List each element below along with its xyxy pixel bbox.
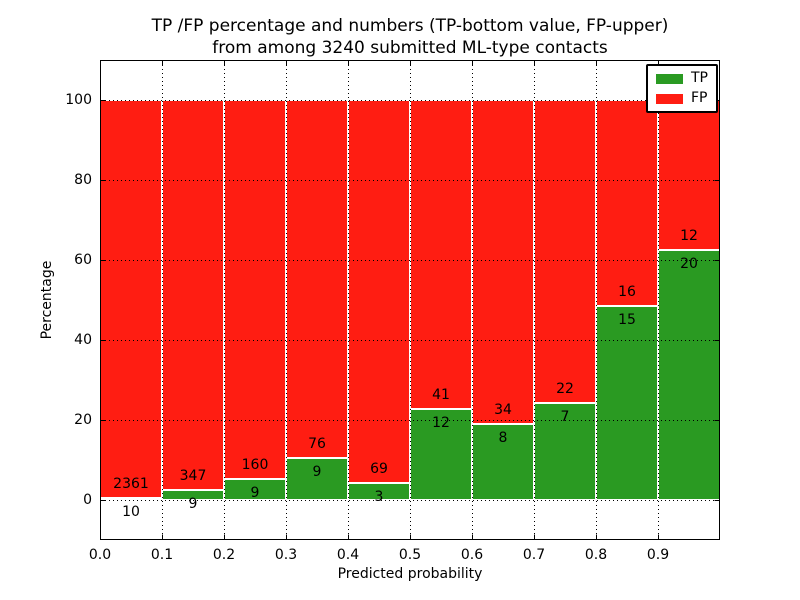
bar-fp-segment-0.5-0.6 <box>410 100 472 410</box>
tp-count-label: 15 <box>618 312 636 329</box>
legend-swatch-fp <box>656 93 683 104</box>
plot-area: 2361 10 347 9 160 9 76 9 69 3 41 12 34 8 22 7 16 15 12 20 <box>100 60 720 540</box>
bar-fp-segment-0.3-0.4 <box>286 100 348 458</box>
x-tick-label: 0.8 <box>584 547 608 563</box>
y-tick-label: 80 <box>74 172 92 188</box>
x-tick-label: 0.3 <box>274 547 298 563</box>
bar-fp-segment-0.1-0.2 <box>162 100 224 490</box>
x-tick-label: 0.4 <box>336 547 360 563</box>
fp-count-label: 160 <box>241 456 269 473</box>
fp-count-label: 76 <box>308 435 326 452</box>
tp-count-label: 9 <box>188 495 198 512</box>
bar-fp-segment-0.2-0.3 <box>224 100 286 479</box>
legend-label: FP <box>691 90 708 106</box>
x-tick-label: 0.1 <box>150 547 174 563</box>
bar-fp-segment-0.4-0.5 <box>348 100 410 484</box>
tp-count-label: 9 <box>312 463 322 480</box>
fp-count-label: 2361 <box>113 476 149 493</box>
figure-title-line1: TP /FP percentage and numbers (TP-bottom… <box>151 16 669 36</box>
x-tick-label: 0.0 <box>88 547 112 563</box>
fp-count-label: 12 <box>680 228 698 244</box>
x-axis-label: Predicted probability <box>337 566 483 582</box>
bar-fp-segment-0.0-0.1 <box>100 100 162 499</box>
x-tick-label: 0.6 <box>460 547 484 563</box>
bar-tp-segment-0.9-1.0 <box>658 250 720 500</box>
y-axis-label: Percentage <box>39 260 55 340</box>
y-tick-label: 20 <box>74 412 92 428</box>
figure-title-line2: from among 3240 submitted ML-type contac… <box>212 38 608 58</box>
bar-fp-segment-0.8-0.9 <box>596 100 658 307</box>
x-tick-label: 0.9 <box>646 547 670 563</box>
fp-count-label: 16 <box>618 284 636 301</box>
fp-count-label: 347 <box>179 467 207 484</box>
bar-fp-segment-0.6-0.7 <box>472 100 534 424</box>
tp-count-label: 9 <box>250 484 260 501</box>
legend: TP FP <box>646 64 718 113</box>
legend-swatch-tp <box>656 73 683 84</box>
x-tick-label: 0.5 <box>398 547 422 563</box>
tp-count-label: 20 <box>680 256 698 272</box>
x-tick-label: 0.7 <box>522 547 546 563</box>
fp-count-label: 34 <box>494 401 512 418</box>
tp-count-label: 3 <box>374 489 384 506</box>
fp-count-label: 69 <box>370 461 388 478</box>
legend-item-fp: FP <box>656 91 708 106</box>
y-tick-label: 0 <box>83 492 92 508</box>
y-tick-label: 60 <box>74 252 92 268</box>
y-tick-label: 40 <box>74 332 92 348</box>
fp-count-label: 22 <box>556 381 574 398</box>
legend-item-tp: TP <box>656 71 708 86</box>
y-tick-label: 100 <box>65 92 92 108</box>
bar-tp-segment-0.8-0.9 <box>596 306 658 500</box>
fp-count-label: 41 <box>432 387 450 404</box>
bar-fp-segment-0.7-0.8 <box>534 100 596 404</box>
tp-count-label: 7 <box>560 409 570 426</box>
bar-tp-segment-0.0-0.1 <box>100 498 162 501</box>
tp-count-label: 10 <box>122 504 140 521</box>
x-tick-label: 0.2 <box>212 547 236 563</box>
tp-count-label: 12 <box>432 415 450 432</box>
tp-count-label: 8 <box>498 429 508 446</box>
legend-label: TP <box>691 70 708 86</box>
